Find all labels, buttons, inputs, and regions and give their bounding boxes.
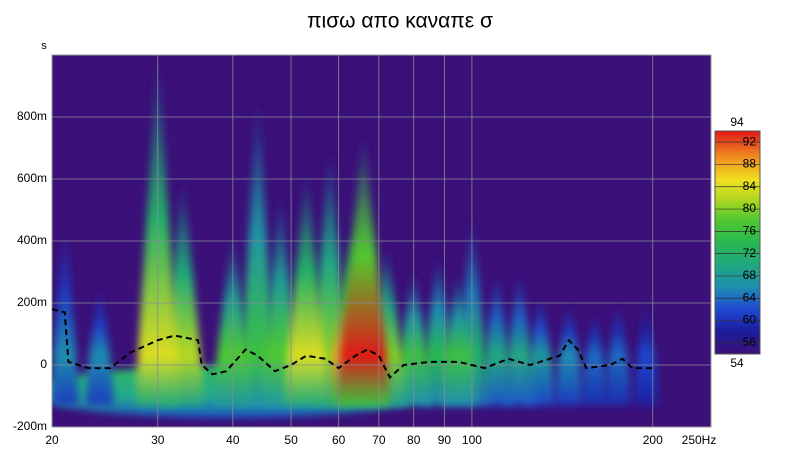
x-tick-label: 20 <box>45 433 59 447</box>
colorbar-tick-label: 68 <box>743 268 757 282</box>
resonance-peak <box>555 303 583 406</box>
colorbar-tick-label: 56 <box>743 335 757 349</box>
resonance-peak <box>581 312 608 406</box>
x-tick-label: 100 <box>462 433 482 447</box>
colorbar-tick-label: 80 <box>743 201 757 215</box>
x-tick-label: 70 <box>372 433 386 447</box>
x-tick-label: 250Hz <box>682 433 717 447</box>
resonance-peak <box>481 272 513 406</box>
resonance-peak <box>337 132 390 406</box>
colorbar-max-label: 94 <box>730 115 744 129</box>
x-tick-label: 80 <box>407 433 421 447</box>
colorbar-min-label: 54 <box>730 356 744 370</box>
colorbar-tick-label: 92 <box>743 134 757 148</box>
resonance-peak <box>284 169 329 406</box>
colorbar-tick-label: 84 <box>743 179 757 193</box>
resonance-peak <box>605 303 631 406</box>
colorbar-tick-label: 64 <box>743 290 757 304</box>
colorbar-tick-label: 60 <box>743 313 757 327</box>
y-tick-label: 600m <box>17 171 47 185</box>
resonance-peak <box>52 225 79 406</box>
x-tick-label: 60 <box>332 433 346 447</box>
resonance-peak <box>85 287 114 406</box>
colorbar-tick-label: 72 <box>743 246 757 260</box>
y-tick-label: 200m <box>17 295 47 309</box>
y-axis-unit: s <box>41 40 47 52</box>
x-tick-label: 90 <box>438 433 452 447</box>
chart-title: πισω απο καναπε σ <box>307 10 493 33</box>
resonance-peak <box>634 303 659 406</box>
plot-border <box>51 54 712 428</box>
y-tick-label: 400m <box>17 233 47 247</box>
colorbar-tick-label: 88 <box>743 157 757 171</box>
y-tick-label: 0 <box>40 357 47 371</box>
decay-line <box>52 308 653 380</box>
y-tick-label: -200m <box>13 419 47 433</box>
x-tick-label: 40 <box>226 433 240 447</box>
resonance-peak <box>440 272 477 406</box>
x-tick-label: 50 <box>284 433 298 447</box>
x-tick-label: 30 <box>151 433 165 447</box>
y-tick-label: 800m <box>17 109 47 123</box>
colorbar <box>714 130 761 355</box>
x-tick-label: 200 <box>643 433 663 447</box>
colorbar-tick-label: 76 <box>743 224 757 238</box>
resonance-peak <box>503 272 535 406</box>
